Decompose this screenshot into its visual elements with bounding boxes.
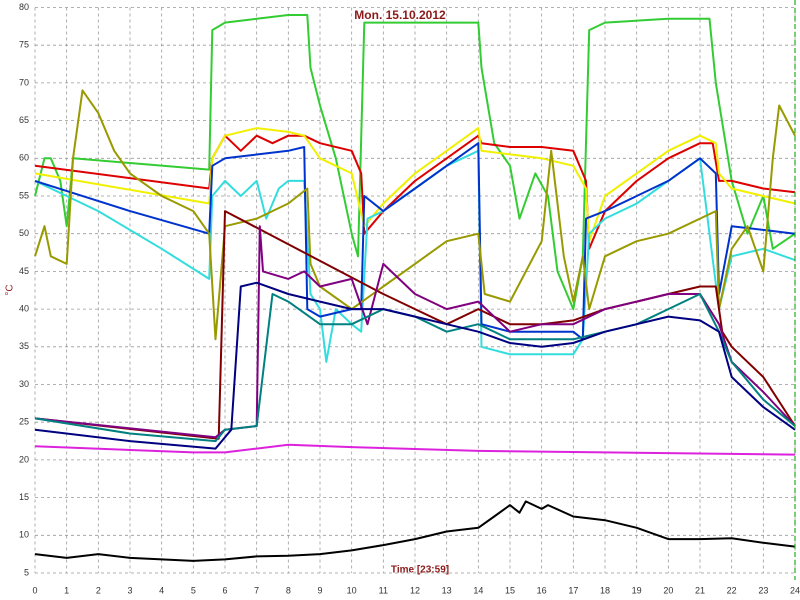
- x-tick-label: 1: [64, 585, 69, 595]
- x-axis-label: Time [23:59]: [391, 565, 449, 576]
- x-tick-label: 15: [505, 585, 515, 595]
- x-tick-label: 21: [695, 585, 705, 595]
- x-tick-label: 5: [191, 585, 196, 595]
- x-tick-label: 0: [32, 585, 37, 595]
- y-tick-label: 40: [19, 303, 29, 313]
- x-tick-label: 14: [473, 585, 483, 595]
- x-tick-label: 9: [317, 585, 322, 595]
- y-tick-label: 15: [19, 492, 29, 502]
- y-tick-label: 35: [19, 341, 29, 351]
- x-tick-label: 20: [663, 585, 673, 595]
- y-tick-label: 50: [19, 228, 29, 238]
- y-tick-label: 45: [19, 266, 29, 276]
- x-tick-label: 11: [379, 585, 388, 595]
- series-line: [34, 500, 796, 562]
- x-tick-label: 23: [758, 585, 768, 595]
- x-tick-label: 19: [632, 585, 642, 595]
- x-tick-label: 18: [600, 585, 610, 595]
- y-tick-label: 10: [19, 530, 29, 540]
- y-tick-label: 20: [19, 454, 29, 464]
- x-tick-label: 17: [568, 585, 578, 595]
- x-tick-label: 2: [96, 585, 101, 595]
- y-tick-label: 70: [19, 77, 29, 87]
- series-line: [34, 89, 796, 341]
- series-lines: [34, 14, 796, 562]
- y-tick-label: 30: [19, 379, 29, 389]
- series-line: [34, 142, 796, 341]
- x-tick-label: 7: [254, 585, 259, 595]
- x-tick-label: 13: [442, 585, 452, 595]
- series-line: [34, 149, 796, 363]
- x-tick-label: 4: [159, 585, 164, 595]
- y-tick-label: 65: [19, 115, 29, 125]
- series-line: [34, 281, 796, 450]
- y-tick-label: 80: [19, 2, 29, 12]
- y-tick-label: 55: [19, 190, 29, 200]
- chart-title: Mon. 15.10.2012: [354, 8, 446, 22]
- y-tick-label: 75: [19, 40, 29, 50]
- x-tick-label: 8: [286, 585, 291, 595]
- series-line: [34, 127, 796, 243]
- series-line: [34, 225, 796, 439]
- series-line: [34, 14, 796, 311]
- x-tick-label: 16: [537, 585, 547, 595]
- series-line: [34, 134, 796, 250]
- x-tick-label: 22: [727, 585, 737, 595]
- y-axis-label: °C: [5, 284, 16, 295]
- x-tick-label: 10: [347, 585, 357, 595]
- x-tick-label: 24: [790, 585, 800, 595]
- series-line: [34, 443, 796, 456]
- x-tick-label: 12: [410, 585, 420, 595]
- x-tick-label: 3: [127, 585, 132, 595]
- y-tick-label: 25: [19, 417, 29, 427]
- x-tick-label: 6: [222, 585, 227, 595]
- y-tick-label: 60: [19, 153, 29, 163]
- y-tick-label: 5: [24, 567, 29, 577]
